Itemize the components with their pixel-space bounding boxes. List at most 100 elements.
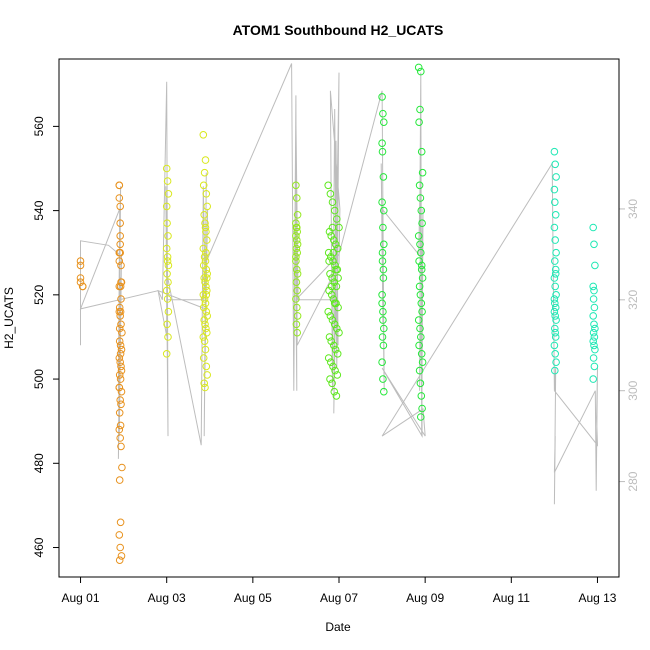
data-point xyxy=(417,67,425,76)
data-point xyxy=(414,63,423,72)
data-point xyxy=(117,278,126,287)
data-point xyxy=(378,248,387,257)
data-point xyxy=(417,265,426,274)
data-point xyxy=(324,307,333,316)
data-point xyxy=(115,282,124,291)
y2-tick-label: 340 xyxy=(626,199,640,219)
data-point xyxy=(325,286,333,295)
y-tick-label: 520 xyxy=(32,285,46,305)
data-point xyxy=(327,282,336,291)
data-point xyxy=(117,362,125,371)
data-point xyxy=(417,333,425,341)
x-tick-label: Aug 13 xyxy=(578,591,616,605)
data-point xyxy=(76,257,85,265)
data-point xyxy=(327,337,336,346)
data-point xyxy=(590,362,599,371)
x-tick-label: Aug 05 xyxy=(234,591,272,605)
data-point xyxy=(116,421,125,430)
data-point xyxy=(328,316,337,324)
data-point xyxy=(331,261,339,270)
data-point xyxy=(328,198,337,206)
data-point xyxy=(116,396,124,404)
data-point xyxy=(551,160,560,169)
data-point xyxy=(324,354,333,362)
data-point xyxy=(115,354,124,362)
data-point xyxy=(327,253,335,261)
data-point xyxy=(332,282,341,291)
data-point xyxy=(117,552,126,560)
x-tick-label: Aug 11 xyxy=(493,591,530,605)
data-point xyxy=(589,282,598,291)
data-point xyxy=(162,202,171,211)
data-point xyxy=(116,358,124,367)
data-point xyxy=(417,147,426,156)
data-point xyxy=(199,354,208,362)
data-point xyxy=(164,232,172,240)
data-point xyxy=(329,295,338,303)
data-point xyxy=(550,341,559,350)
data-point xyxy=(590,341,598,350)
data-point xyxy=(589,328,598,337)
data-point xyxy=(200,337,209,346)
data-point xyxy=(293,227,302,236)
data-point xyxy=(116,202,124,211)
data-point xyxy=(116,240,124,249)
data-point xyxy=(333,215,341,223)
data-point xyxy=(326,190,335,198)
data-point xyxy=(327,232,336,240)
data-point xyxy=(380,387,388,396)
data-point xyxy=(329,362,337,371)
data-point xyxy=(116,341,125,350)
data-point xyxy=(292,278,301,287)
data-point xyxy=(418,404,426,413)
data-point xyxy=(199,291,208,299)
y2-tick-label: 320 xyxy=(626,289,640,309)
x-axis-label: Date xyxy=(325,620,351,634)
data-point xyxy=(163,270,171,278)
data-point xyxy=(379,316,387,324)
data-point xyxy=(418,307,426,316)
data-point xyxy=(416,105,424,114)
data-point xyxy=(118,328,126,337)
data-point xyxy=(415,118,423,126)
data-point xyxy=(589,295,598,303)
data-point xyxy=(330,299,339,308)
data-point xyxy=(331,240,340,249)
data-point xyxy=(551,211,560,219)
data-point xyxy=(551,257,559,265)
data-point xyxy=(330,341,338,350)
data-point xyxy=(333,350,342,358)
data-point xyxy=(199,131,208,139)
data-point xyxy=(378,93,386,101)
data-point xyxy=(163,219,171,227)
data-point xyxy=(200,274,208,282)
data-point xyxy=(116,232,124,240)
data-point xyxy=(328,223,337,232)
data-point xyxy=(203,236,211,244)
data-point xyxy=(330,278,339,287)
data-point xyxy=(200,168,209,177)
data-point xyxy=(332,265,340,274)
y-tick-label: 480 xyxy=(32,453,46,473)
data-point xyxy=(115,531,124,539)
data-point xyxy=(116,518,125,527)
data-point xyxy=(329,257,337,265)
data-point xyxy=(164,261,173,270)
data-point xyxy=(293,286,302,295)
data-point xyxy=(201,219,209,227)
data-point xyxy=(326,312,335,320)
data-point xyxy=(293,240,302,249)
data-point xyxy=(116,375,125,383)
data-point xyxy=(292,257,300,265)
data-point xyxy=(551,265,560,274)
data-point xyxy=(589,312,598,320)
data-point xyxy=(552,358,560,367)
data-point xyxy=(418,168,427,177)
data-point xyxy=(115,409,124,417)
data-point xyxy=(379,173,388,181)
data-point xyxy=(417,299,426,308)
data-point xyxy=(200,253,209,261)
data-point xyxy=(551,324,559,333)
data-point xyxy=(202,265,211,274)
